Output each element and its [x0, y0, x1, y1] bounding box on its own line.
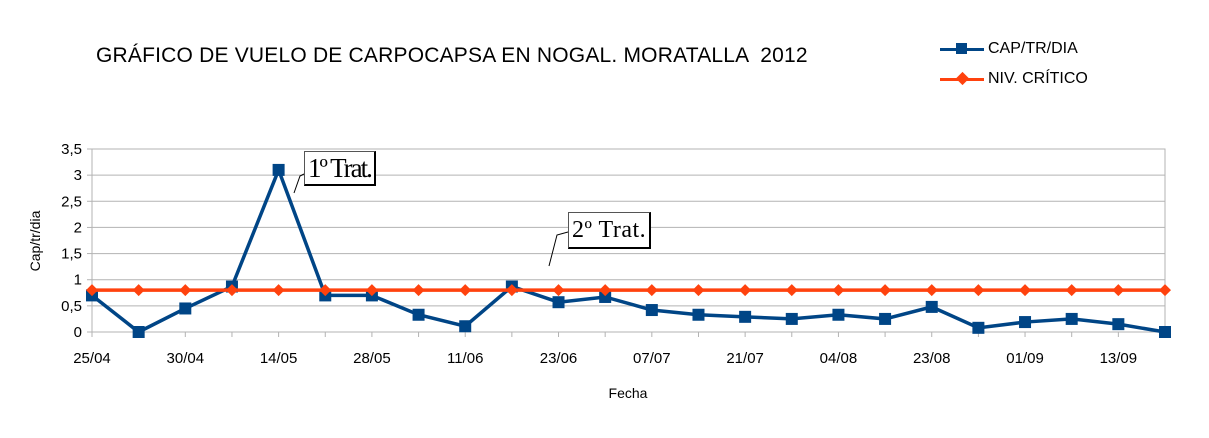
y-tick-label: 2,5: [61, 193, 82, 210]
data-point: [879, 284, 892, 297]
x-tick-label: 01/09: [1006, 350, 1044, 367]
x-tick-label: 13/09: [1100, 350, 1138, 367]
data-point: [599, 290, 612, 303]
x-tick-label: 11/06: [447, 350, 483, 367]
x-tick-label: 14/05: [260, 350, 298, 367]
y-tick-label: 0: [74, 324, 82, 341]
legend-item-nivel-critico: NIV. CRÍTICO: [940, 64, 1088, 94]
data-point: [1159, 284, 1171, 297]
x-tick-label: 07/07: [633, 350, 671, 367]
data-point: [132, 284, 145, 297]
series-nivel-critico: [86, 284, 1171, 297]
x-tick-label: 30/04: [167, 350, 205, 367]
data-point: [179, 302, 192, 315]
data-point: [412, 308, 425, 321]
series: [86, 163, 1171, 338]
data-point: [972, 321, 985, 334]
series-capturas: [86, 163, 1171, 338]
data-point: [739, 310, 752, 323]
data-point: [925, 284, 938, 297]
x-tick-label: 04/08: [820, 350, 858, 367]
legend-label: CAP/TR/DIA: [988, 40, 1078, 57]
data-point: [459, 284, 472, 297]
x-tick-label: 23/06: [540, 350, 578, 367]
annotation-first-treatment: 1º Trat.: [304, 151, 376, 186]
data-point: [319, 284, 332, 297]
data-point: [645, 304, 658, 317]
data-point: [1065, 312, 1078, 325]
data-point: [1112, 318, 1125, 331]
data-point: [1159, 326, 1171, 338]
data-point: [552, 284, 565, 297]
y-tick-label: 1,5: [61, 246, 82, 263]
data-point: [879, 312, 892, 325]
data-point: [1112, 284, 1125, 297]
series-line: [90, 165, 1166, 335]
data-point: [459, 320, 472, 333]
data-point: [832, 284, 845, 297]
plot-area-border: [91, 148, 1166, 333]
data-point: [365, 284, 378, 297]
data-point: [972, 284, 985, 297]
data-point: [599, 284, 612, 297]
data-point: [645, 284, 658, 297]
y-tick-label: 0,5: [61, 298, 82, 315]
data-point: [505, 284, 518, 297]
data-point: [1019, 284, 1032, 297]
x-tick-label: 28/05: [353, 350, 391, 367]
legend-item-capturas: CAP/TR/DIA: [940, 34, 1088, 64]
y-tick-label: 3,5: [61, 141, 82, 158]
data-point: [739, 284, 752, 297]
data-point: [552, 296, 565, 309]
data-point: [925, 300, 938, 313]
data-point: [1065, 284, 1078, 297]
chart-title: GRÁFICO DE VUELO DE CARPOCAPSA EN NOGAL.…: [96, 44, 808, 67]
y-tick-label: 2: [74, 219, 82, 236]
y-tick-label: 3: [74, 167, 82, 184]
tick-labels: 0 0,5 1 1,5 2 2,5 3 3,5 25/04 30/04 14/05 28/05 11/0…: [61, 141, 1137, 367]
x-tick-label: 21/07: [726, 350, 764, 367]
data-point: [785, 312, 798, 325]
data-point: [785, 284, 798, 297]
x-tick-label: 25/04: [73, 350, 111, 367]
annotation-1-leader: [293, 173, 305, 194]
data-point: [272, 163, 285, 176]
annotation-leaders: [293, 173, 569, 267]
x-axis-label: Fecha: [609, 385, 648, 401]
data-point: [692, 308, 705, 321]
data-point: [225, 284, 238, 297]
data-point: [412, 284, 425, 297]
data-point: [272, 284, 285, 297]
data-point: [692, 284, 705, 297]
data-point: [86, 284, 98, 297]
legend-label: NIV. CRÍTICO: [988, 70, 1088, 87]
annotation-2-leader: [548, 231, 569, 267]
data-point: [1019, 316, 1032, 329]
y-axis-label: Cap/tr/dia: [27, 210, 43, 271]
annotation-second-treatment: 2º Trat.: [568, 212, 652, 249]
x-tick-label: 23/08: [913, 350, 951, 367]
legend: CAP/TR/DIA NIV. CRÍTICO: [940, 34, 1088, 94]
y-tick-label: 1: [74, 272, 82, 289]
data-point: [132, 326, 145, 338]
legend-swatch-diamond-icon: [940, 71, 984, 86]
data-point: [832, 308, 845, 321]
data-point: [179, 284, 192, 297]
legend-swatch-square-icon: [940, 42, 984, 56]
